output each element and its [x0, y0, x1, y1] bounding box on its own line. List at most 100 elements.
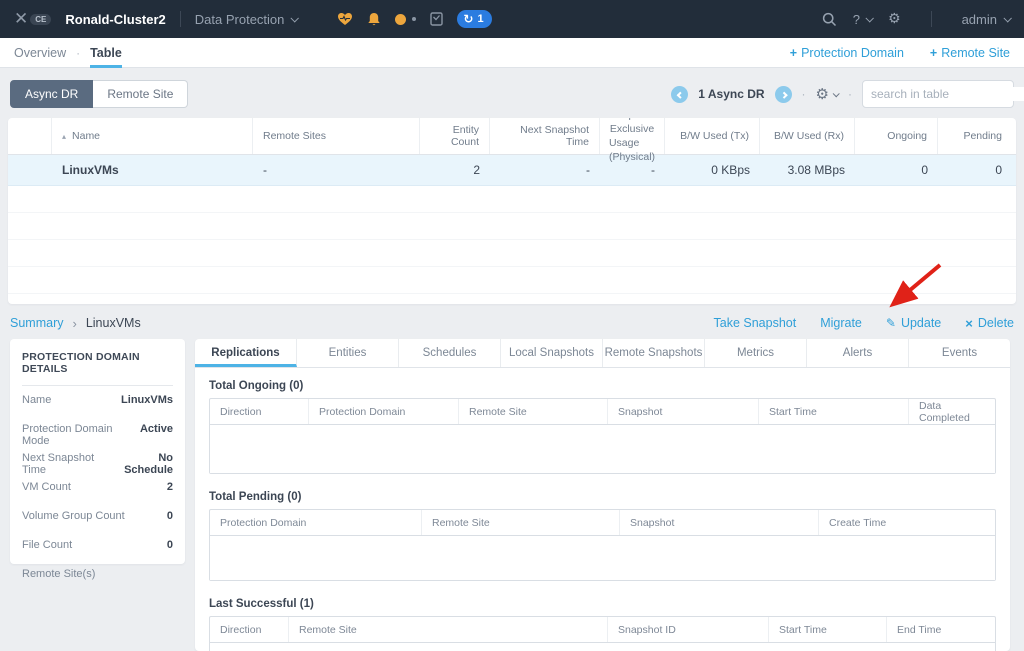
column-header-remote-sites[interactable]: Remote Sites	[253, 118, 420, 154]
plus-icon: +	[929, 45, 938, 60]
dr-type-toggle: Async DR Remote Site	[10, 80, 189, 108]
detail-region: PROTECTION DOMAIN DETAILS Name LinuxVMs …	[10, 339, 1010, 651]
pencil-icon: ✎	[885, 316, 896, 330]
table-search	[862, 80, 1024, 108]
chevron-down-icon	[832, 89, 840, 97]
last-successful-row[interactable]: Incoming Ronald-Cluster Ronald-Cluster:1…	[210, 643, 995, 651]
tab-events[interactable]: Events	[941, 347, 978, 359]
empty-table-row	[8, 240, 1016, 267]
cell-name: LinuxVMs	[62, 163, 119, 177]
cell-snapshot-exclusive-usage: -	[651, 163, 655, 177]
tab-metrics[interactable]: Metrics	[705, 339, 807, 367]
ongoing-empty-body	[210, 425, 995, 473]
user-menu[interactable]: admin	[961, 11, 1012, 27]
breadcrumb-summary-link[interactable]: Summary	[10, 316, 64, 330]
column-header-ongoing[interactable]: Ongoing	[855, 118, 938, 154]
tab-entities[interactable]: Entities	[297, 339, 399, 367]
breadcrumb-chevron-icon: ›	[72, 315, 77, 331]
table-header-row: ▴ Name Remote Sites Entity Count Next Sna…	[8, 118, 1016, 163]
table-toolbar: Async DR Remote Site 1 Async DR · ⚙ ·	[10, 80, 1024, 108]
view-subnav: Overview · Table + Protection Domain + Rem…	[0, 38, 1024, 68]
tab-local-snapshots[interactable]: Local Snapshots	[501, 339, 603, 367]
detail-row-name: Name LinuxVMs	[22, 394, 173, 406]
health-heart-icon[interactable]	[337, 12, 353, 26]
pager-count-label: 1 Async DR	[698, 87, 765, 101]
tasks-list-icon[interactable]	[430, 12, 444, 26]
cell-entity-count: 2	[473, 163, 480, 177]
tab-replications[interactable]: Replications	[195, 339, 297, 367]
remote-site-toggle-button[interactable]: Remote Site	[93, 80, 189, 108]
column-header-name[interactable]: ▴ Name	[52, 118, 253, 154]
tab-alerts[interactable]: Alerts	[807, 339, 909, 367]
last-successful-header-row: Direction Remote Site Snapshot ID Start …	[210, 617, 995, 643]
topbar-divider	[179, 11, 181, 27]
total-ongoing-table: Direction Protection Domain Remote Site …	[209, 398, 996, 474]
toolbar-right: 1 Async DR · ⚙ ·	[671, 80, 1024, 108]
column-header-bw-used-tx[interactable]: B/W Used (Tx)	[665, 118, 760, 154]
chevron-down-icon	[290, 14, 300, 23]
detail-row-volume-group-count: Volume Group Count 0	[22, 510, 173, 522]
detail-row-remote-sites: Remote Site(s)	[22, 568, 96, 580]
take-snapshot-button[interactable]: Take Snapshot	[713, 316, 797, 330]
protection-domain-table: ▴ Name Remote Sites Entity Count Next Sna…	[8, 118, 1016, 304]
chevron-down-icon	[865, 14, 874, 23]
add-remote-site-button[interactable]: + Remote Site	[929, 45, 1010, 60]
detail-tabs: Replications Entities Schedules Local Sn…	[195, 339, 1010, 368]
delete-button[interactable]: × Delete	[965, 315, 1014, 331]
nav-menu-dropdown[interactable]: Data Protection	[195, 12, 300, 27]
subnav-actions: + Protection Domain + Remote Site	[790, 46, 1010, 60]
empty-table-row	[8, 186, 1016, 213]
column-header-pending[interactable]: Pending	[963, 130, 1002, 142]
column-header-entity-count[interactable]: Entity Count	[420, 118, 490, 154]
migrate-button[interactable]: Migrate	[820, 316, 862, 330]
cell-bw-used-rx: 3.08 MBps	[787, 163, 845, 177]
details-panel-title: PROTECTION DOMAIN DETAILS	[22, 351, 173, 386]
async-dr-toggle-button[interactable]: Async DR	[10, 80, 94, 108]
settings-gear-icon[interactable]: ⚙	[888, 11, 901, 27]
total-ongoing-title: Total Ongoing (0)	[209, 380, 304, 392]
detail-row-mode: Protection Domain Mode Active	[22, 423, 173, 447]
pager-next-button[interactable]	[774, 85, 792, 103]
pager-prev-button[interactable]	[671, 85, 689, 103]
last-successful-table: Direction Remote Site Snapshot ID Start …	[209, 616, 996, 651]
update-button[interactable]: ✎ Update	[885, 316, 942, 330]
tab-schedules[interactable]: Schedules	[399, 339, 501, 367]
prism-logo-icon[interactable]: ✕	[14, 9, 28, 28]
protection-domain-details-panel: PROTECTION DOMAIN DETAILS Name LinuxVMs …	[10, 339, 185, 580]
alerts-bell-icon[interactable]	[367, 12, 381, 27]
detail-tabs-card: Replications Entities Schedules Local Sn…	[195, 339, 1010, 651]
recent-tasks-badge[interactable]: ↻ 1	[457, 10, 492, 28]
cell-pending: 0	[995, 163, 1002, 177]
cell-next-snapshot-time: -	[586, 163, 590, 177]
ongoing-header-row: Direction Protection Domain Remote Site …	[210, 399, 995, 425]
add-protection-domain-button[interactable]: + Protection Domain	[789, 45, 904, 60]
last-successful-title: Last Successful (1)	[209, 598, 314, 610]
table-row-linuxvms[interactable]: LinuxVMs - 2 - - 0 KBps 3.08 MBps 0 0	[8, 155, 1016, 186]
chevron-right-icon	[780, 91, 788, 99]
tab-overview[interactable]: Overview	[14, 45, 67, 60]
empty-table-row	[8, 213, 1016, 240]
cell-bw-used-tx: 0 KBps	[711, 163, 750, 177]
cluster-name[interactable]: Ronald-Cluster2	[65, 11, 166, 27]
table-search-input[interactable]	[871, 87, 1024, 101]
search-icon[interactable]	[822, 12, 837, 27]
user-label: admin	[961, 11, 997, 27]
table-settings-dropdown[interactable]: ⚙	[816, 85, 840, 103]
tab-table[interactable]: Table	[90, 38, 122, 68]
circular-arrow-icon: ↻	[463, 12, 474, 26]
detail-row-next-snapshot: Next Snapshot Time No Schedule	[22, 452, 173, 476]
detail-header-row: Summary › LinuxVMs Take Snapshot Migrate…	[10, 311, 1014, 335]
chevron-down-icon	[1003, 14, 1012, 23]
topbar-status-icons: ↻ 1	[337, 10, 492, 28]
column-header-bw-used-rx[interactable]: B/W Used (Rx)	[760, 118, 855, 154]
column-header-next-snapshot-time[interactable]: Next Snapshot Time	[490, 118, 600, 154]
replications-tab-content: Total Ongoing (0) Direction Protection D…	[195, 368, 1010, 651]
plus-icon: +	[789, 45, 798, 60]
tab-remote-snapshots[interactable]: Remote Snapshots	[603, 339, 705, 367]
breadcrumb-current: LinuxVMs	[85, 316, 141, 330]
help-dropdown[interactable]: ?	[853, 12, 874, 27]
subnav-dot: ·	[76, 45, 81, 60]
events-dot-icon[interactable]	[395, 13, 407, 25]
